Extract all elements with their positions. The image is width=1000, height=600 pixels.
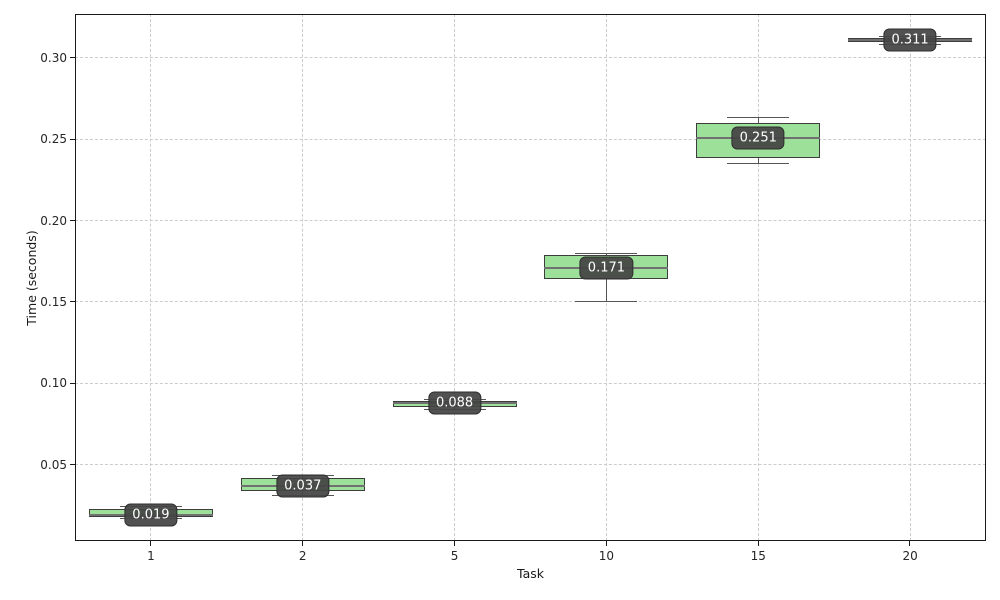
whisker-cap-top [727, 117, 790, 119]
y-tickmark [70, 219, 75, 221]
x-tick-label: 5 [450, 549, 459, 563]
x-gridline [909, 14, 911, 541]
y-gridline [75, 57, 986, 59]
y-gridline [75, 220, 986, 222]
median-annotation: 0.037 [276, 474, 330, 498]
median-annotation: 0.251 [731, 126, 785, 150]
x-tickmark [302, 541, 304, 546]
whisker-cap-bottom [727, 163, 790, 165]
y-tick-label: 0.20 [40, 213, 67, 228]
x-tick-label: 15 [750, 549, 766, 563]
y-axis-label: Time (seconds) [24, 229, 39, 326]
y-tick-label: 0.15 [40, 294, 67, 309]
x-axis-label: Task [517, 566, 544, 581]
y-gridline [75, 138, 986, 140]
x-tickmark [453, 541, 455, 546]
median-annotation: 0.088 [427, 391, 482, 415]
y-tickmark [70, 301, 75, 303]
y-tickmark [70, 138, 75, 140]
x-tickmark [757, 541, 759, 546]
x-tickmark [605, 541, 607, 546]
x-tick-label: 10 [598, 549, 615, 563]
plot-frame [75, 14, 986, 541]
y-tickmark [70, 382, 75, 384]
x-gridline [454, 14, 456, 541]
x-gridline [302, 14, 304, 541]
whisker-cap-top [575, 252, 638, 254]
y-tickmark [70, 463, 75, 465]
x-tick-label: 2 [298, 549, 307, 563]
x-tickmark [909, 541, 911, 546]
median-annotation: 0.171 [579, 256, 634, 280]
median-annotation: 0.311 [883, 28, 937, 52]
y-tickmark [70, 57, 75, 59]
y-tick-label: 0.25 [40, 132, 67, 147]
y-gridline [75, 301, 986, 303]
x-tick-label: 1 [147, 549, 155, 563]
whisker-cap-bottom [575, 301, 638, 303]
x-tickmark [150, 541, 152, 546]
y-gridline [75, 464, 986, 466]
y-tick-label: 0.10 [40, 376, 67, 391]
x-tick-label: 20 [902, 549, 918, 563]
y-tick-label: 0.30 [40, 50, 67, 65]
x-gridline [150, 14, 152, 541]
x-gridline [757, 14, 759, 541]
y-gridline [75, 382, 986, 384]
median-annotation: 0.019 [124, 503, 178, 527]
y-tick-label: 0.05 [40, 457, 67, 472]
